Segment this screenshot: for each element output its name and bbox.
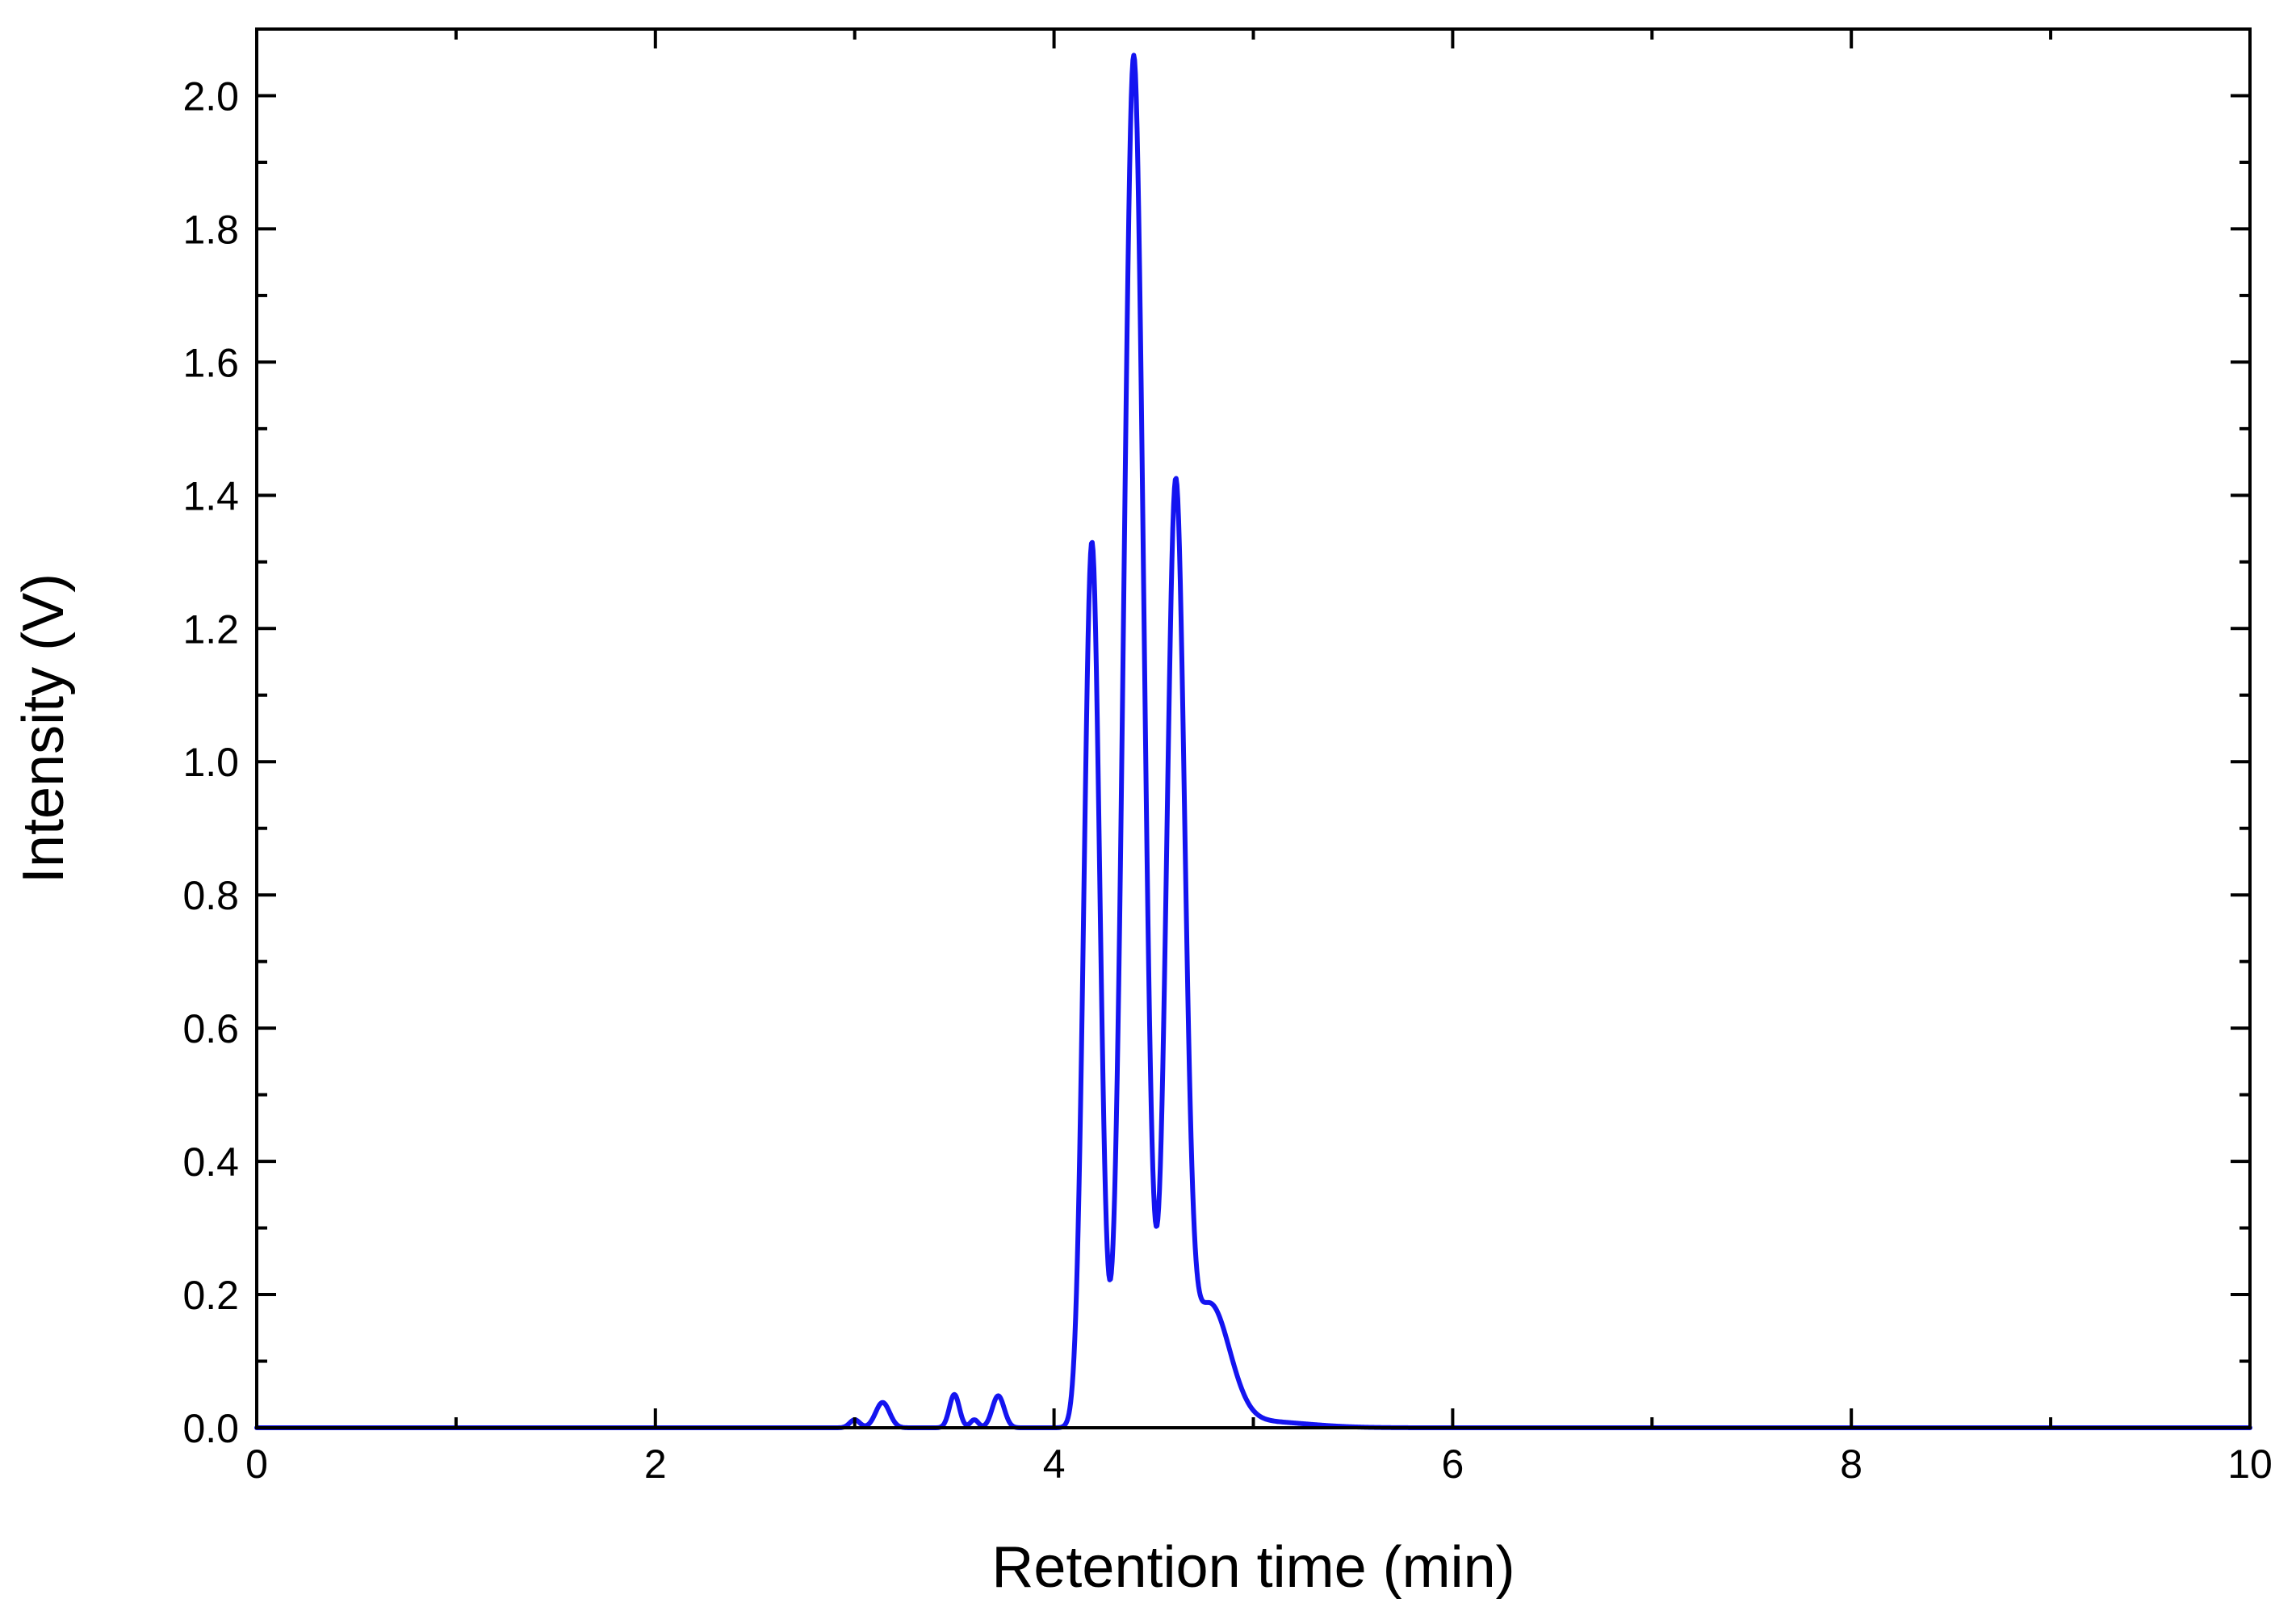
series-line-0 (254, 52, 2252, 1430)
x-tick-label: 8 (1840, 1441, 1862, 1487)
y-axis-title: Intensity (V) (11, 573, 76, 883)
x-tick-label: 6 (1441, 1441, 1464, 1487)
x-tick-label: 4 (1043, 1441, 1066, 1487)
y-tick-label: 0.6 (182, 1006, 239, 1051)
y-tick-label: 1.8 (182, 207, 239, 252)
y-tick-label: 1.4 (182, 473, 239, 518)
y-tick-label: 0.0 (182, 1406, 239, 1451)
plot-area (254, 27, 2252, 1430)
y-tick-label: 2.0 (182, 73, 239, 119)
y-tick-label: 1.2 (182, 606, 239, 652)
y-tick-label: 1.6 (182, 340, 239, 385)
y-tick-label: 0.4 (182, 1139, 239, 1185)
y-tick-label: 0.8 (182, 873, 239, 918)
axis-ticks (255, 27, 2252, 1429)
x-tick-label: 0 (245, 1441, 268, 1487)
x-tick-label: 2 (644, 1441, 667, 1487)
y-tick-label: 0.2 (182, 1273, 239, 1318)
tick-labels: 0 2 4 6 8 10 0.0 0.2 0.4 0.6 0.8 1.0 1.2 1.4 1.6 1.8 2.0 (182, 73, 2272, 1487)
x-axis-title: Retention time (min) (991, 1535, 1515, 1600)
x-tick-label: 10 (2227, 1441, 2273, 1487)
y-tick-label: 1.0 (182, 740, 239, 785)
plot-frame (255, 27, 2252, 1429)
